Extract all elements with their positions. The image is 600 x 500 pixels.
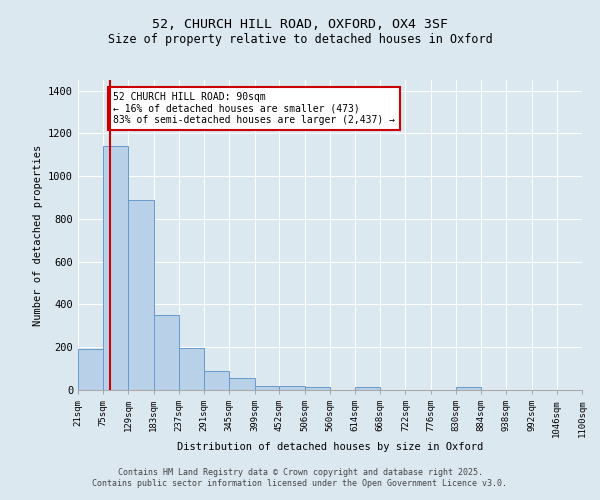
Bar <box>78 350 103 390</box>
Bar <box>128 200 154 390</box>
Bar <box>280 386 305 390</box>
Bar <box>355 388 380 390</box>
X-axis label: Distribution of detached houses by size in Oxford: Distribution of detached houses by size … <box>177 442 483 452</box>
Bar <box>254 386 280 390</box>
Y-axis label: Number of detached properties: Number of detached properties <box>32 144 43 326</box>
Text: 52 CHURCH HILL ROAD: 90sqm
← 16% of detached houses are smaller (473)
83% of sem: 52 CHURCH HILL ROAD: 90sqm ← 16% of deta… <box>113 92 395 125</box>
Text: Size of property relative to detached houses in Oxford: Size of property relative to detached ho… <box>107 32 493 46</box>
Bar <box>456 388 481 390</box>
Bar <box>229 378 254 390</box>
Bar <box>179 348 204 390</box>
Bar <box>204 371 229 390</box>
Bar <box>154 315 179 390</box>
Bar <box>305 388 330 390</box>
Text: Contains HM Land Registry data © Crown copyright and database right 2025.
Contai: Contains HM Land Registry data © Crown c… <box>92 468 508 487</box>
Text: 52, CHURCH HILL ROAD, OXFORD, OX4 3SF: 52, CHURCH HILL ROAD, OXFORD, OX4 3SF <box>152 18 448 30</box>
Bar <box>103 146 128 390</box>
